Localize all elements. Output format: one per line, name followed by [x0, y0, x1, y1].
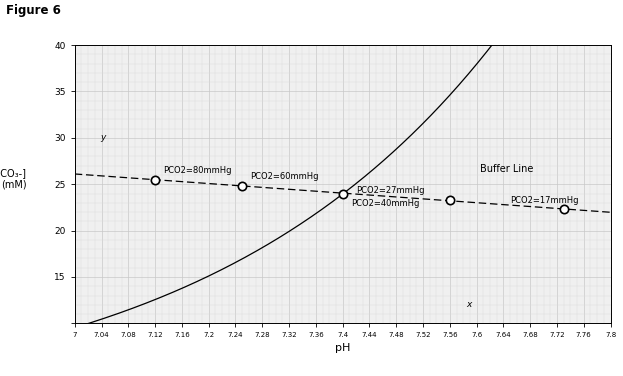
Text: PCO2=40mmHg: PCO2=40mmHg — [351, 199, 419, 208]
Text: x: x — [467, 300, 472, 309]
Text: y: y — [100, 133, 105, 142]
Text: Buffer Line: Buffer Line — [480, 164, 533, 174]
Text: PCO2=17mmHg: PCO2=17mmHg — [510, 196, 579, 205]
Text: PCO2=27mmHg: PCO2=27mmHg — [356, 186, 424, 196]
Text: PCO2=60mmHg: PCO2=60mmHg — [250, 173, 319, 182]
Text: PCO2=80mmHg: PCO2=80mmHg — [163, 166, 232, 175]
Y-axis label: [HCO₃-]
(mM): [HCO₃-] (mM) — [0, 168, 27, 190]
X-axis label: pH: pH — [335, 343, 350, 353]
Text: Figure 6: Figure 6 — [6, 4, 61, 17]
